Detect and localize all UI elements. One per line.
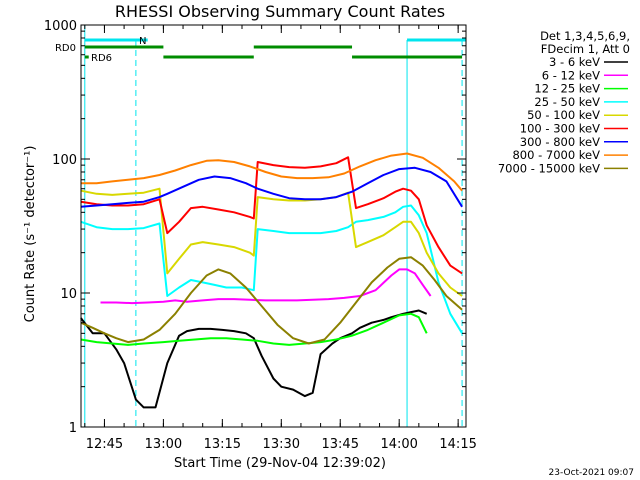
legend-header-line-2: FDecim 1, Att 0 (541, 42, 630, 56)
legend-label: 12 - 25 keV (534, 82, 600, 96)
legend-label: 300 - 800 keV (520, 135, 600, 149)
series-line (80, 309, 428, 409)
x-tick-label: 12:45 (86, 437, 123, 452)
plot-timestamp: 23-Oct-2021 09:07 (549, 468, 634, 478)
series-line (80, 152, 463, 192)
x-tick-label: 14:00 (380, 437, 417, 452)
series-line (80, 312, 428, 346)
y-tick-label: 10 (60, 287, 77, 302)
x-tick-label: 14:15 (439, 437, 476, 452)
state-bars-group: RD0 RD6 N (55, 36, 463, 64)
x-tick-label: 13:15 (204, 437, 241, 452)
x-tick-label: 13:30 (263, 437, 300, 452)
y-tick-label: 1 (69, 421, 77, 436)
marker-label: RD0 (55, 43, 76, 54)
legend-label: 6 - 12 keV (542, 68, 600, 82)
x-axis-title: Start Time (29-Nov-04 12:39:02) (174, 456, 386, 471)
x-tick-label: 13:45 (322, 437, 359, 452)
attenuator-state-lines (84, 25, 466, 427)
legend-label: 100 - 300 keV (520, 122, 600, 136)
series-line (80, 166, 463, 208)
legend-label: 50 - 100 keV (527, 108, 600, 122)
legend-label: 7000 - 15000 keV (498, 161, 600, 175)
legend: Det 1,3,4,5,6,9, FDecim 1, Att 0 3 - 6 k… (498, 29, 630, 175)
y-axis-title: Count Rate (s⁻¹ detector⁻¹) (23, 146, 38, 323)
legend-label: 25 - 50 keV (534, 95, 600, 109)
data-series-group (80, 152, 463, 409)
y-tick-label: 1000 (44, 19, 77, 34)
marker-label: RD6 (91, 53, 112, 64)
legend-label: 800 - 7000 keV (512, 148, 600, 162)
series-line (80, 204, 463, 334)
legend-label: 3 - 6 keV (549, 55, 600, 69)
marker-label: N (139, 36, 146, 47)
series-line (80, 256, 463, 345)
axes-group: 1 10 100 1000 12:45 13:00 13:15 13:30 13:45 14:00… (44, 19, 477, 452)
chart-title: RHESSI Observing Summary Count Rates (115, 2, 445, 21)
series-line (100, 268, 432, 305)
x-tick-label: 13:00 (145, 437, 182, 452)
series-line (80, 156, 463, 275)
y-tick-label: 100 (52, 153, 77, 168)
legend-header-line-1: Det 1,3,4,5,6,9, (540, 29, 630, 43)
plot-frame (80, 24, 467, 428)
